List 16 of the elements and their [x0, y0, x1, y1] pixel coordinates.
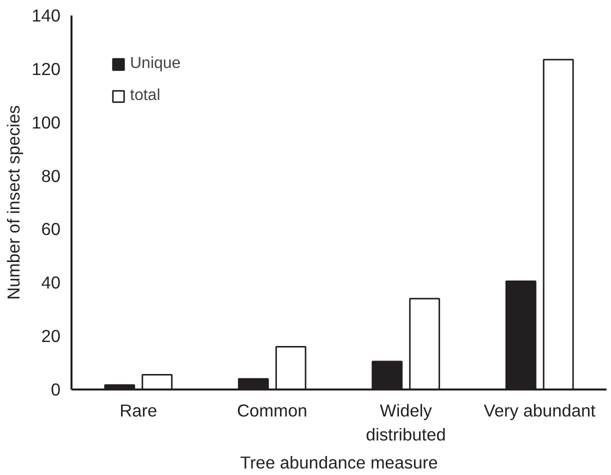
y-tick-label: 0 [50, 380, 61, 400]
x-tick-label: Rare [120, 400, 158, 420]
legend-label: Unique [130, 55, 181, 73]
y-tick-label: 80 [41, 166, 61, 186]
y-axis-title: Number of insect species [4, 104, 24, 300]
x-tick-label: Widely distributed [366, 400, 446, 444]
y-tick-label: 60 [41, 219, 61, 240]
x-tick-label: Common [236, 400, 308, 420]
legend-label: total [130, 87, 160, 105]
y-tick-label: 140 [32, 6, 61, 26]
y-tick-label: 40 [41, 272, 61, 293]
y-tick-label: 20 [41, 326, 61, 346]
y-tick-label: 120 [32, 58, 61, 79]
x-tick-label: Very abundant [484, 400, 596, 420]
x-axis-title: Tree abundance measure [240, 452, 438, 472]
y-tick-label: 100 [32, 112, 61, 132]
